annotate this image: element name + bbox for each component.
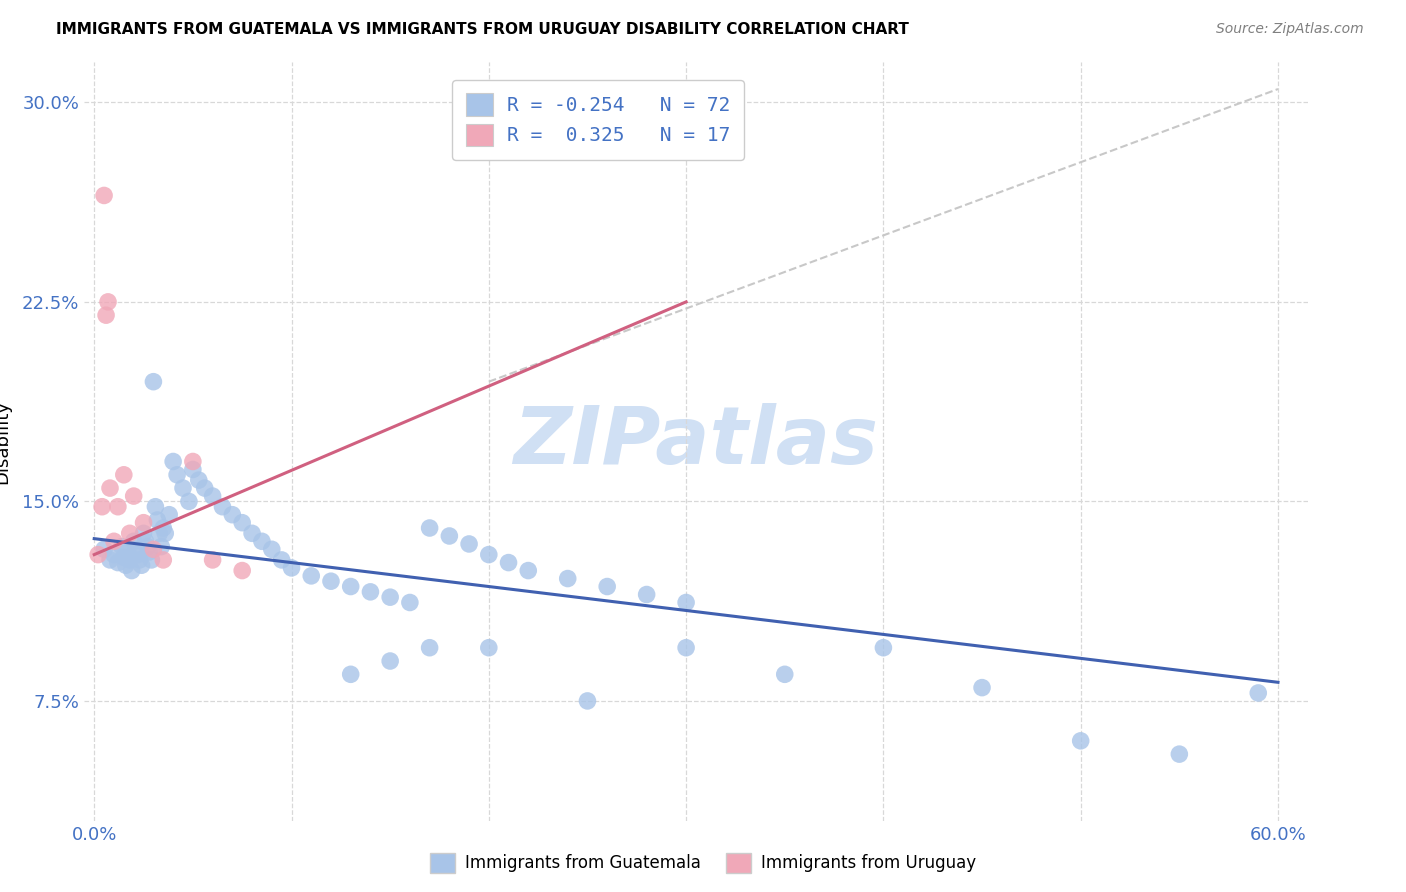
- Legend: R = -0.254   N = 72, R =  0.325   N = 17: R = -0.254 N = 72, R = 0.325 N = 17: [453, 79, 744, 160]
- Point: [1168, 747, 1191, 761]
- Legend: Immigrants from Guatemala, Immigrants from Uruguay: Immigrants from Guatemala, Immigrants fr…: [423, 847, 983, 880]
- Point: [773, 667, 796, 681]
- Point: [98, 481, 121, 495]
- Point: [181, 454, 204, 468]
- Point: [132, 516, 155, 530]
- Point: [380, 654, 402, 668]
- Point: [478, 640, 501, 655]
- Point: [380, 590, 402, 604]
- Point: [270, 553, 292, 567]
- Point: [339, 580, 361, 594]
- Text: IMMIGRANTS FROM GUATEMALA VS IMMIGRANTS FROM URUGUAY DISABILITY CORRELATION CHAR: IMMIGRANTS FROM GUATEMALA VS IMMIGRANTS …: [56, 22, 910, 37]
- Point: [675, 640, 697, 655]
- Point: [141, 553, 163, 567]
- Point: [166, 467, 188, 482]
- Point: [94, 308, 117, 322]
- Point: [97, 294, 120, 309]
- Point: [93, 542, 115, 557]
- Point: [135, 534, 157, 549]
- Point: [319, 574, 342, 589]
- Text: Source: ZipAtlas.com: Source: ZipAtlas.com: [1216, 22, 1364, 37]
- Point: [117, 545, 139, 559]
- Point: [146, 513, 169, 527]
- Point: [194, 481, 217, 495]
- Point: [201, 553, 224, 567]
- Point: [231, 564, 253, 578]
- Point: [114, 558, 136, 573]
- Point: [419, 640, 441, 655]
- Point: [181, 462, 204, 476]
- Point: [122, 489, 145, 503]
- Point: [339, 667, 361, 681]
- Point: [576, 694, 599, 708]
- Point: [596, 580, 619, 594]
- Point: [240, 526, 263, 541]
- Point: [138, 545, 160, 559]
- Point: [419, 521, 441, 535]
- Point: [107, 500, 129, 514]
- Point: [118, 526, 141, 541]
- Point: [142, 542, 165, 557]
- Point: [145, 500, 167, 514]
- Point: [399, 595, 422, 609]
- Point: [872, 640, 894, 655]
- Point: [93, 188, 115, 202]
- Point: [131, 558, 153, 573]
- Point: [91, 500, 114, 514]
- Point: [155, 526, 177, 541]
- Point: [250, 534, 273, 549]
- Point: [675, 595, 697, 609]
- Point: [127, 548, 149, 562]
- Point: [221, 508, 243, 522]
- Point: [231, 516, 253, 530]
- Point: [517, 564, 540, 578]
- Point: [152, 521, 174, 535]
- Point: [112, 467, 135, 482]
- Point: [98, 553, 121, 567]
- Point: [118, 553, 141, 567]
- Point: [122, 534, 145, 549]
- Text: ZIPatlas: ZIPatlas: [513, 402, 879, 481]
- Point: [121, 564, 143, 578]
- Point: [498, 556, 520, 570]
- Point: [187, 473, 209, 487]
- Point: [970, 681, 993, 695]
- Point: [148, 526, 170, 541]
- Point: [111, 540, 134, 554]
- Point: [1070, 734, 1092, 748]
- Point: [150, 540, 173, 554]
- Point: [636, 587, 658, 601]
- Point: [280, 561, 302, 575]
- Point: [478, 548, 501, 562]
- Point: [557, 572, 579, 586]
- Point: [211, 500, 233, 514]
- Point: [201, 489, 224, 503]
- Point: [128, 553, 150, 567]
- Point: [132, 526, 155, 541]
- Point: [157, 508, 180, 522]
- Point: [136, 540, 159, 554]
- Point: [87, 548, 110, 562]
- Point: [162, 454, 184, 468]
- Point: [107, 556, 129, 570]
- Point: [1247, 686, 1270, 700]
- Point: [142, 375, 165, 389]
- Point: [177, 494, 200, 508]
- Y-axis label: Disability: Disability: [0, 400, 11, 483]
- Point: [439, 529, 461, 543]
- Point: [299, 569, 322, 583]
- Point: [260, 542, 283, 557]
- Point: [103, 534, 125, 549]
- Point: [103, 548, 125, 562]
- Point: [112, 550, 135, 565]
- Point: [172, 481, 194, 495]
- Point: [458, 537, 481, 551]
- Point: [359, 585, 381, 599]
- Point: [124, 542, 146, 557]
- Point: [152, 553, 174, 567]
